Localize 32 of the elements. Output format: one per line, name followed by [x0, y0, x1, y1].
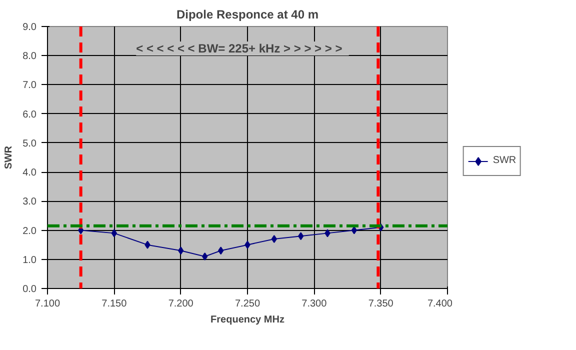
- y-tick-label: 4.0: [22, 168, 37, 179]
- point: [244, 240, 250, 249]
- x-tick-label: 7.150: [102, 298, 128, 310]
- y-tick-label: 8.0: [22, 51, 37, 62]
- chart-title: Dipole Responce at 40 m: [176, 8, 319, 22]
- point: [271, 235, 277, 244]
- point: [218, 246, 224, 255]
- point: [351, 226, 357, 234]
- x-axis-title: Frequency MHz: [210, 314, 284, 326]
- y-tick-label: 2.0: [22, 226, 37, 237]
- point: [298, 232, 304, 240]
- y-tick-label: 0.0: [22, 284, 37, 295]
- point: [144, 240, 150, 249]
- point: [324, 229, 330, 238]
- x-tick-label: 7.300: [302, 298, 328, 310]
- annotation: < < < < < < BW= 225+ kHz > > > > > >: [136, 42, 342, 56]
- legend-label: SWR: [492, 155, 516, 166]
- y-axis-title: SWR: [4, 145, 15, 170]
- y-tick-label: 6.0: [22, 109, 37, 120]
- point: [178, 246, 184, 255]
- x-tick-label: 7.250: [234, 298, 260, 310]
- y-tick-label: 7.0: [22, 80, 37, 92]
- y-tick-label: 5.0: [22, 138, 37, 150]
- x-tick-label: 7.400: [427, 298, 453, 310]
- y-tick-label: 9.0: [22, 22, 37, 33]
- x-tick-label: 7.100: [34, 298, 60, 310]
- x-tick-label: 7.350: [368, 298, 394, 310]
- y-tick-label: 3.0: [22, 196, 37, 208]
- point: [202, 252, 208, 260]
- x-tick-label: 7.200: [168, 298, 194, 310]
- point: [111, 229, 117, 238]
- y-tick-label: 1.0: [22, 254, 37, 266]
